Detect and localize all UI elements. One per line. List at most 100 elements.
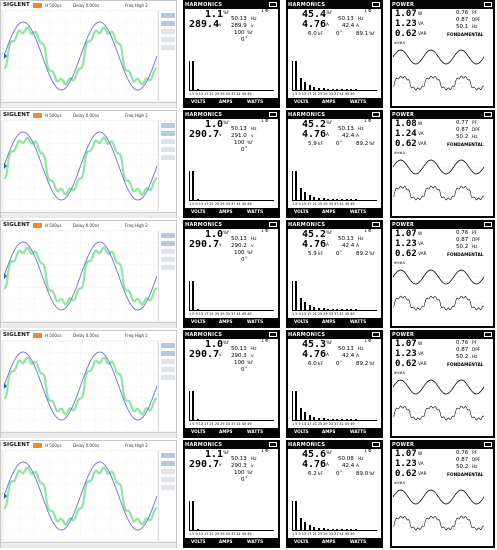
run-stop-indicator[interactable] <box>33 223 42 228</box>
side-menu-button[interactable] <box>161 155 175 160</box>
harmonic-bar <box>327 88 330 90</box>
tab-amps[interactable]: AMPS <box>219 319 233 324</box>
harmonic-bar <box>331 418 334 420</box>
k-percent-unit: %f <box>369 252 375 257</box>
freq-value: 50.13 <box>338 236 354 242</box>
tab-watts[interactable]: WATTS <box>247 539 264 544</box>
rms-value: 290.7 <box>189 349 220 360</box>
side-menu-button[interactable] <box>161 45 175 50</box>
side-menu-button[interactable] <box>161 147 175 152</box>
harmonic-bar <box>350 89 353 90</box>
tab-volts[interactable]: VOLTS <box>191 319 206 324</box>
thd-value: 45.6 <box>302 449 327 460</box>
freq-value: 50.13 <box>231 236 247 242</box>
oscilloscope-screen: SIGLENT H 500us Delay 0.00ns Freq High 2 <box>0 110 177 228</box>
tab-volts[interactable]: VOLTS <box>294 99 309 104</box>
side-menu-button[interactable] <box>161 469 175 474</box>
thd-value: 45.2 <box>302 119 327 130</box>
tab-amps[interactable]: AMPS <box>322 429 336 434</box>
run-stop-indicator[interactable] <box>33 3 42 8</box>
tab-watts[interactable]: WATTS <box>247 99 264 104</box>
side-menu-button[interactable] <box>161 265 175 270</box>
side-menu-button[interactable] <box>161 367 175 372</box>
tab-volts[interactable]: VOLTS <box>191 539 206 544</box>
tab-volts[interactable]: VOLTS <box>294 539 309 544</box>
tab-amps[interactable]: AMPS <box>322 319 336 324</box>
tab-volts[interactable]: VOLTS <box>191 209 206 214</box>
rms-value: 290.7 <box>189 239 220 250</box>
panel-title: HARMONICS <box>288 222 326 228</box>
peak-unit: A <box>356 354 359 359</box>
thd-unit: %f <box>326 231 332 236</box>
tab-amps[interactable]: AMPS <box>219 429 233 434</box>
panel-title: POWER <box>392 442 415 448</box>
voltage-harmonics-panel: HARMONICS 1.1 %f 290.7 v 1 Φ 50.13 Hz 290.3 v 100%… <box>183 440 280 548</box>
side-menu-button[interactable] <box>161 29 175 34</box>
side-menu-button[interactable] <box>161 257 175 262</box>
phase-label: 1 Φ <box>364 119 372 124</box>
tab-watts[interactable]: WATTS <box>350 429 367 434</box>
side-menu-button[interactable] <box>161 343 175 348</box>
harmonic-bar <box>308 304 311 310</box>
side-menu-button[interactable] <box>161 123 175 128</box>
tab-amps[interactable]: AMPS <box>219 539 233 544</box>
side-menu-button[interactable] <box>161 249 175 254</box>
harmonic-bar <box>299 77 302 90</box>
side-menu-button[interactable] <box>161 139 175 144</box>
trigger-readout: Freq High 2 <box>125 443 148 448</box>
side-menu-button[interactable] <box>161 37 175 42</box>
side-menu-button[interactable] <box>161 131 175 136</box>
tab-watts[interactable]: WATTS <box>350 209 367 214</box>
harmonic-bar <box>308 524 311 530</box>
tab-amps[interactable]: AMPS <box>322 99 336 104</box>
harmonic-bar <box>313 416 316 420</box>
harmonic-bar <box>354 199 357 200</box>
side-menu-button[interactable] <box>161 21 175 26</box>
harmonic-bar-chart <box>189 171 274 201</box>
tab-watts[interactable]: WATTS <box>247 319 264 324</box>
side-menu-button[interactable] <box>161 13 175 18</box>
side-menu-button[interactable] <box>161 453 175 458</box>
reactive-power-value: 0.62 <box>395 469 417 479</box>
run-stop-indicator[interactable] <box>33 333 42 338</box>
tab-watts[interactable]: WATTS <box>350 319 367 324</box>
side-menu-button[interactable] <box>161 241 175 246</box>
freq-unit: Hz <box>358 127 364 132</box>
tab-amps[interactable]: AMPS <box>322 539 336 544</box>
tab-watts[interactable]: WATTS <box>247 429 264 434</box>
tab-volts[interactable]: VOLTS <box>294 209 309 214</box>
tab-volts[interactable]: VOLTS <box>294 319 309 324</box>
rms-unit: v <box>219 23 222 28</box>
thd-unit: %f <box>223 231 229 236</box>
mode-label: FONDAMENTAL <box>447 363 484 368</box>
dpf-value: 0.87 <box>456 17 469 23</box>
harmonic-bar <box>304 521 307 530</box>
tab-amps[interactable]: AMPS <box>219 209 233 214</box>
side-menu-button[interactable] <box>161 351 175 356</box>
side-menu-button[interactable] <box>161 233 175 238</box>
tab-volts[interactable]: VOLTS <box>191 429 206 434</box>
current-trace <box>4 136 157 196</box>
scope-waveform-plot <box>4 121 157 211</box>
tab-volts[interactable]: VOLTS <box>191 99 206 104</box>
tab-amps[interactable]: AMPS <box>219 99 233 104</box>
side-menu-button[interactable] <box>161 485 175 490</box>
reactive-power-value: 0.62 <box>395 359 417 369</box>
tab-watts[interactable]: WATTS <box>247 209 264 214</box>
run-stop-indicator[interactable] <box>33 113 42 118</box>
harmonic-bar <box>192 171 194 200</box>
degree-value: 0 <box>336 471 340 477</box>
run-stop-indicator[interactable] <box>33 443 42 448</box>
side-menu-button[interactable] <box>161 461 175 466</box>
battery-icon <box>484 2 492 7</box>
tab-amps[interactable]: AMPS <box>322 209 336 214</box>
harmonic-order-ticks: 1 5 9 13 17 21 25 29 33 37 41 45 49 <box>292 312 355 316</box>
side-menu-button[interactable] <box>161 477 175 482</box>
tab-watts[interactable]: WATTS <box>350 99 367 104</box>
side-menu-button[interactable] <box>161 359 175 364</box>
thd-value: 45.3 <box>302 339 327 350</box>
peak-unit: A <box>356 134 359 139</box>
side-menu-button[interactable] <box>161 375 175 380</box>
tab-volts[interactable]: VOLTS <box>294 429 309 434</box>
tab-watts[interactable]: WATTS <box>350 539 367 544</box>
